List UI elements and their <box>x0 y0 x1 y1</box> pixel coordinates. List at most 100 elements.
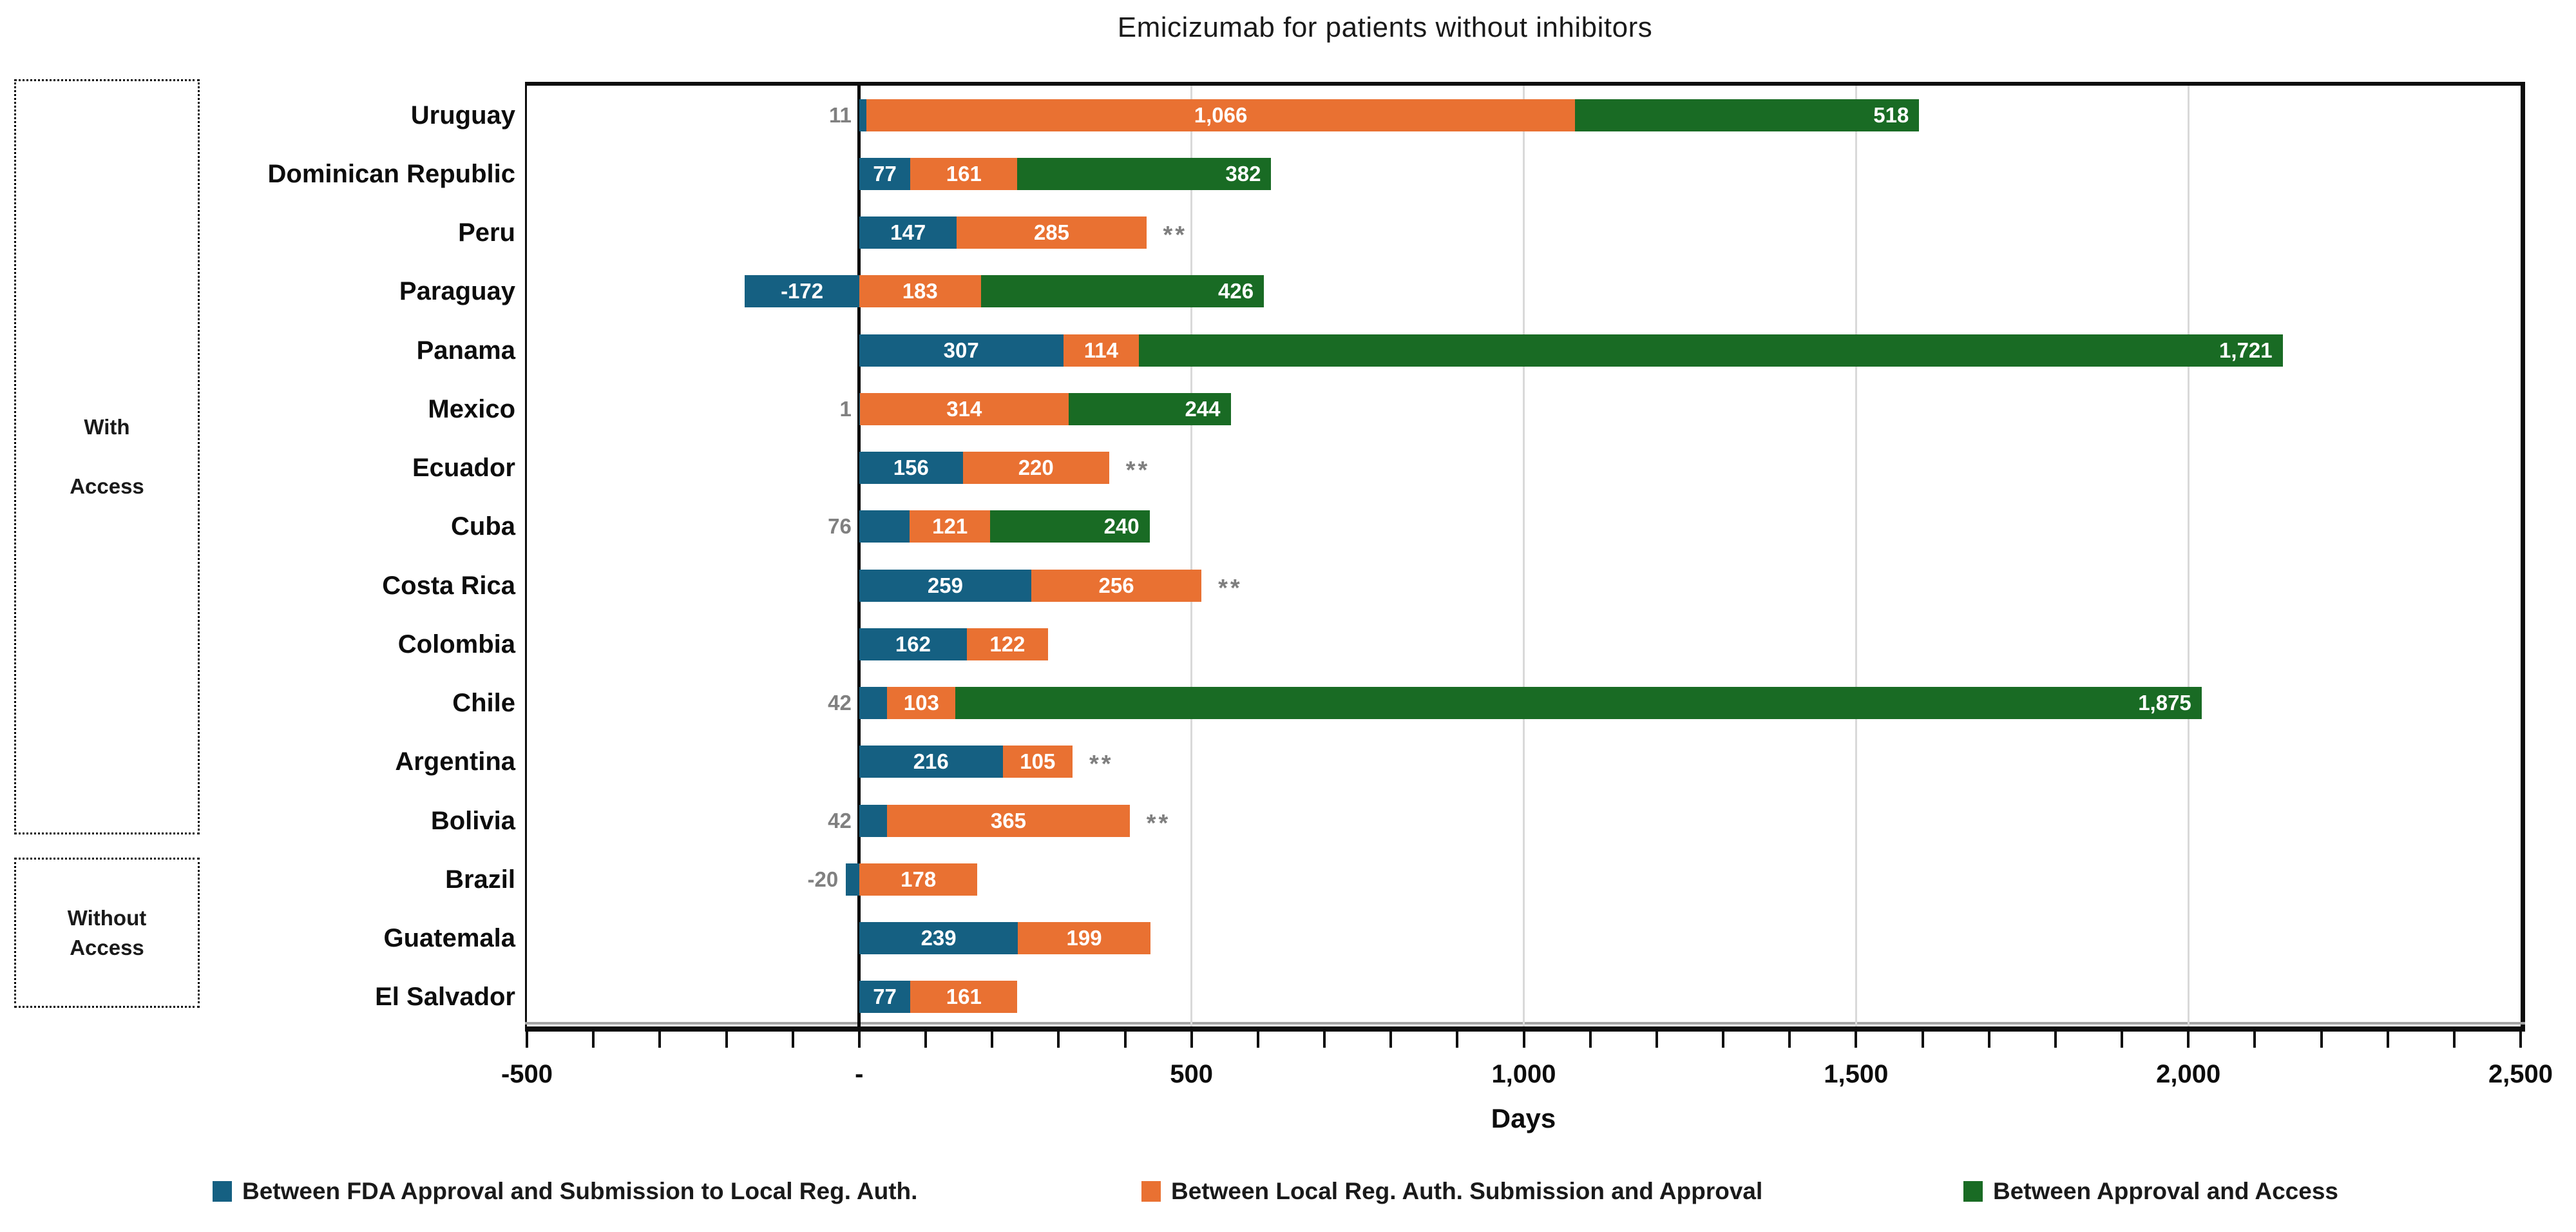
bar-segment: 1,066 <box>866 99 1575 131</box>
bar-segment <box>846 863 859 896</box>
axis-tick <box>1256 1031 1259 1048</box>
axis-tick-label: - <box>855 1060 864 1088</box>
country-label: Uruguay <box>410 101 515 130</box>
group-box-with-access: With Access <box>14 79 200 834</box>
axis-tick-label: 1,000 <box>1491 1060 1556 1088</box>
axis-tick <box>2054 1031 2057 1048</box>
legend-swatch-blue <box>213 1181 232 1202</box>
footnote-asterisks: ** <box>1218 574 1243 602</box>
country-label: Costa Rica <box>382 571 515 600</box>
bar-value-label-outside: 1 <box>839 396 852 421</box>
bar-value-label: 382 <box>1225 161 1261 186</box>
bar-value-label: 239 <box>921 926 957 950</box>
bar-value-label: 244 <box>1185 396 1221 421</box>
bar-value-label: 147 <box>890 220 926 245</box>
country-label: Brazil <box>445 865 515 894</box>
footnote-asterisks: ** <box>1163 222 1188 249</box>
axis-tick <box>1522 1031 1525 1048</box>
bar-segment: 240 <box>990 510 1150 543</box>
plot-border-top <box>525 82 2525 86</box>
axis-tick <box>658 1031 662 1048</box>
axis-tick <box>2187 1031 2190 1048</box>
x-axis-title: Days <box>1491 1103 1556 1133</box>
bar-segment: 121 <box>910 510 991 543</box>
axis-tick <box>791 1031 794 1048</box>
bar-value-label-outside: 11 <box>828 102 852 127</box>
bar-segment: 183 <box>859 275 981 308</box>
bar-segment: 147 <box>859 217 957 249</box>
country-label: Chile <box>452 689 515 718</box>
bar-segment: 1,875 <box>955 687 2202 720</box>
bar-value-label: 122 <box>989 631 1026 656</box>
axis-tick <box>526 1031 528 1048</box>
bar-value-label: 307 <box>943 338 979 362</box>
group-label-line: Access <box>70 935 144 959</box>
bar-segment: 161 <box>910 157 1018 190</box>
axis-tick <box>2121 1031 2123 1048</box>
legend-label: Between Approval and Access <box>1993 1178 2338 1204</box>
country-label: Cuba <box>451 512 515 541</box>
bar-segment <box>859 392 860 425</box>
bar-segment: 256 <box>1031 569 1202 602</box>
group-label-line: With <box>84 415 130 439</box>
bar-value-label: 121 <box>932 514 968 539</box>
country-label: Peru <box>458 218 515 247</box>
bar-segment: 77 <box>859 981 911 1014</box>
gridline <box>1855 86 1857 1026</box>
bar-segment: 114 <box>1063 334 1140 367</box>
axis-tick <box>2519 1031 2522 1048</box>
country-label: Dominican Republic <box>267 159 516 188</box>
axis-tick <box>1655 1031 1658 1048</box>
bar-value-label: 518 <box>1873 102 1909 127</box>
bar-segment: 426 <box>980 275 1264 308</box>
legend-swatch-orange <box>1141 1181 1161 1202</box>
bar-segment: 156 <box>859 452 963 485</box>
bar-segment: 382 <box>1017 157 1272 190</box>
bar-segment <box>859 510 910 543</box>
country-label: Guatemala <box>383 924 515 953</box>
country-label: Mexico <box>428 394 515 423</box>
axis-tick <box>857 1031 861 1048</box>
bar-value-label: 161 <box>946 985 982 1009</box>
bar-segment: 216 <box>859 746 1003 778</box>
legend-item-approval-to-access: Between Approval and Access <box>1963 1178 2338 1205</box>
bar-value-label: 285 <box>1033 220 1070 245</box>
bar-value-label: 114 <box>1083 338 1118 362</box>
axis-tick-label: -500 <box>501 1060 553 1088</box>
bar-value-label: 1,721 <box>2219 338 2273 362</box>
bar-value-label: 240 <box>1103 514 1140 539</box>
bar-value-label: 365 <box>990 808 1026 833</box>
bar-segment: 239 <box>859 922 1018 955</box>
axis-tick <box>2253 1031 2256 1048</box>
axis-tick <box>1589 1031 1592 1048</box>
bar-segment: 1,721 <box>1139 334 2283 367</box>
plot-border-left <box>525 82 527 1032</box>
axis-tick <box>592 1031 595 1048</box>
axis-tick-label: 500 <box>1170 1060 1214 1088</box>
bar-segment: 77 <box>859 157 911 190</box>
bar-value-label: 162 <box>895 631 931 656</box>
bar-segment: 365 <box>887 804 1130 837</box>
bar-segment: 162 <box>859 628 967 660</box>
bar-segment <box>859 804 888 837</box>
legend-label: Between FDA Approval and Submission to L… <box>242 1178 918 1204</box>
bar-value-label: 103 <box>903 691 939 715</box>
group-label-line: Without <box>67 905 147 930</box>
axis-tick <box>2452 1031 2456 1048</box>
bar-value-label-outside: -20 <box>807 867 839 891</box>
bar-value-label: 161 <box>946 161 982 186</box>
country-label: Ecuador <box>412 454 515 483</box>
bar-value-label: 1,066 <box>1194 102 1248 127</box>
bar-segment: 122 <box>966 628 1048 660</box>
axis-shadow <box>525 1022 2525 1025</box>
bar-segment: 199 <box>1018 922 1150 955</box>
bar-value-label: -172 <box>781 279 824 303</box>
axis-tick <box>1788 1031 1791 1048</box>
axis-tick <box>991 1031 994 1048</box>
bar-value-label: 259 <box>927 573 963 597</box>
legend-swatch-green <box>1963 1181 1983 1202</box>
axis-tick <box>1722 1031 1724 1048</box>
axis-tick <box>1190 1031 1193 1048</box>
bar-value-label: 77 <box>873 985 897 1009</box>
